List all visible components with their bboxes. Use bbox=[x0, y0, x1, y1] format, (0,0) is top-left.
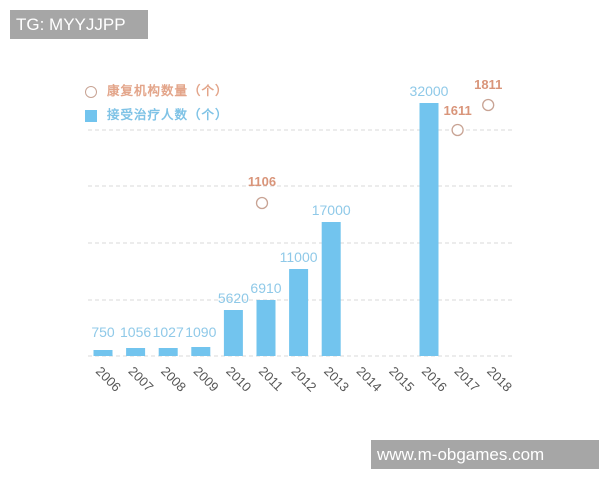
circle-outline-icon bbox=[85, 85, 97, 98]
x-tick-label: 2017 bbox=[451, 364, 482, 395]
legend-item-patients: 接受治疗人数（个） bbox=[85, 104, 229, 123]
x-tick-label: 2010 bbox=[223, 364, 254, 395]
bar-value-label: 6910 bbox=[250, 280, 281, 296]
x-tick-label: 2014 bbox=[354, 364, 385, 395]
bar-value-label: 1027 bbox=[153, 324, 184, 340]
point-2018 bbox=[482, 98, 495, 112]
bar-2016 bbox=[419, 103, 439, 356]
bar-2012 bbox=[289, 269, 309, 356]
point-value-label: 1611 bbox=[443, 103, 471, 118]
bar-2007 bbox=[126, 348, 146, 356]
x-tick-label: 2009 bbox=[191, 364, 222, 395]
x-tick-label: 2011 bbox=[256, 364, 286, 394]
point-value-label: 1811 bbox=[474, 77, 502, 92]
bar-value-label: 1090 bbox=[185, 324, 216, 340]
bar-value-label: 1056 bbox=[120, 324, 151, 340]
bar-value-label: 17000 bbox=[312, 202, 351, 218]
bar-value-label: 5620 bbox=[218, 290, 249, 306]
x-tick-label: 2016 bbox=[419, 364, 450, 395]
watermark-top: TG: MYYJJPP bbox=[10, 10, 148, 39]
bar-2011 bbox=[256, 300, 276, 356]
legend-label: 接受治疗人数（个） bbox=[107, 108, 229, 122]
bar-2010 bbox=[223, 310, 243, 356]
point-2017 bbox=[451, 123, 464, 137]
x-tick-label: 2008 bbox=[158, 364, 189, 395]
watermark-bottom: www.m-obgames.com bbox=[371, 440, 599, 469]
point-2011 bbox=[255, 196, 269, 210]
bar-2013 bbox=[321, 222, 341, 356]
bar-2008 bbox=[158, 348, 178, 356]
x-tick-label: 2018 bbox=[484, 364, 515, 395]
bar-value-label: 750 bbox=[91, 324, 115, 340]
bar-2006 bbox=[93, 350, 113, 356]
bar-2009 bbox=[191, 347, 211, 356]
legend-item-institutions: 康复机构数量（个） bbox=[85, 80, 229, 99]
x-tick-label: 2012 bbox=[288, 364, 319, 395]
x-axis-ticks: 2006 2007 2008 2009 2010 2011 2012 2013 2014 2015… bbox=[93, 364, 515, 395]
bar-value-label: 32000 bbox=[410, 83, 449, 99]
x-tick-label: 2013 bbox=[321, 364, 352, 395]
x-tick-label: 2015 bbox=[386, 364, 417, 395]
point-value-label: 1106 bbox=[248, 174, 276, 189]
x-tick-label: 2006 bbox=[93, 364, 124, 395]
bar-value-label: 11000 bbox=[280, 249, 318, 265]
legend-label: 康复机构数量（个） bbox=[107, 84, 229, 98]
x-tick-label: 2007 bbox=[125, 364, 156, 395]
square-icon bbox=[85, 109, 97, 122]
